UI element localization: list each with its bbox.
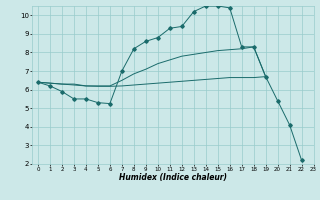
X-axis label: Humidex (Indice chaleur): Humidex (Indice chaleur) <box>119 173 227 182</box>
